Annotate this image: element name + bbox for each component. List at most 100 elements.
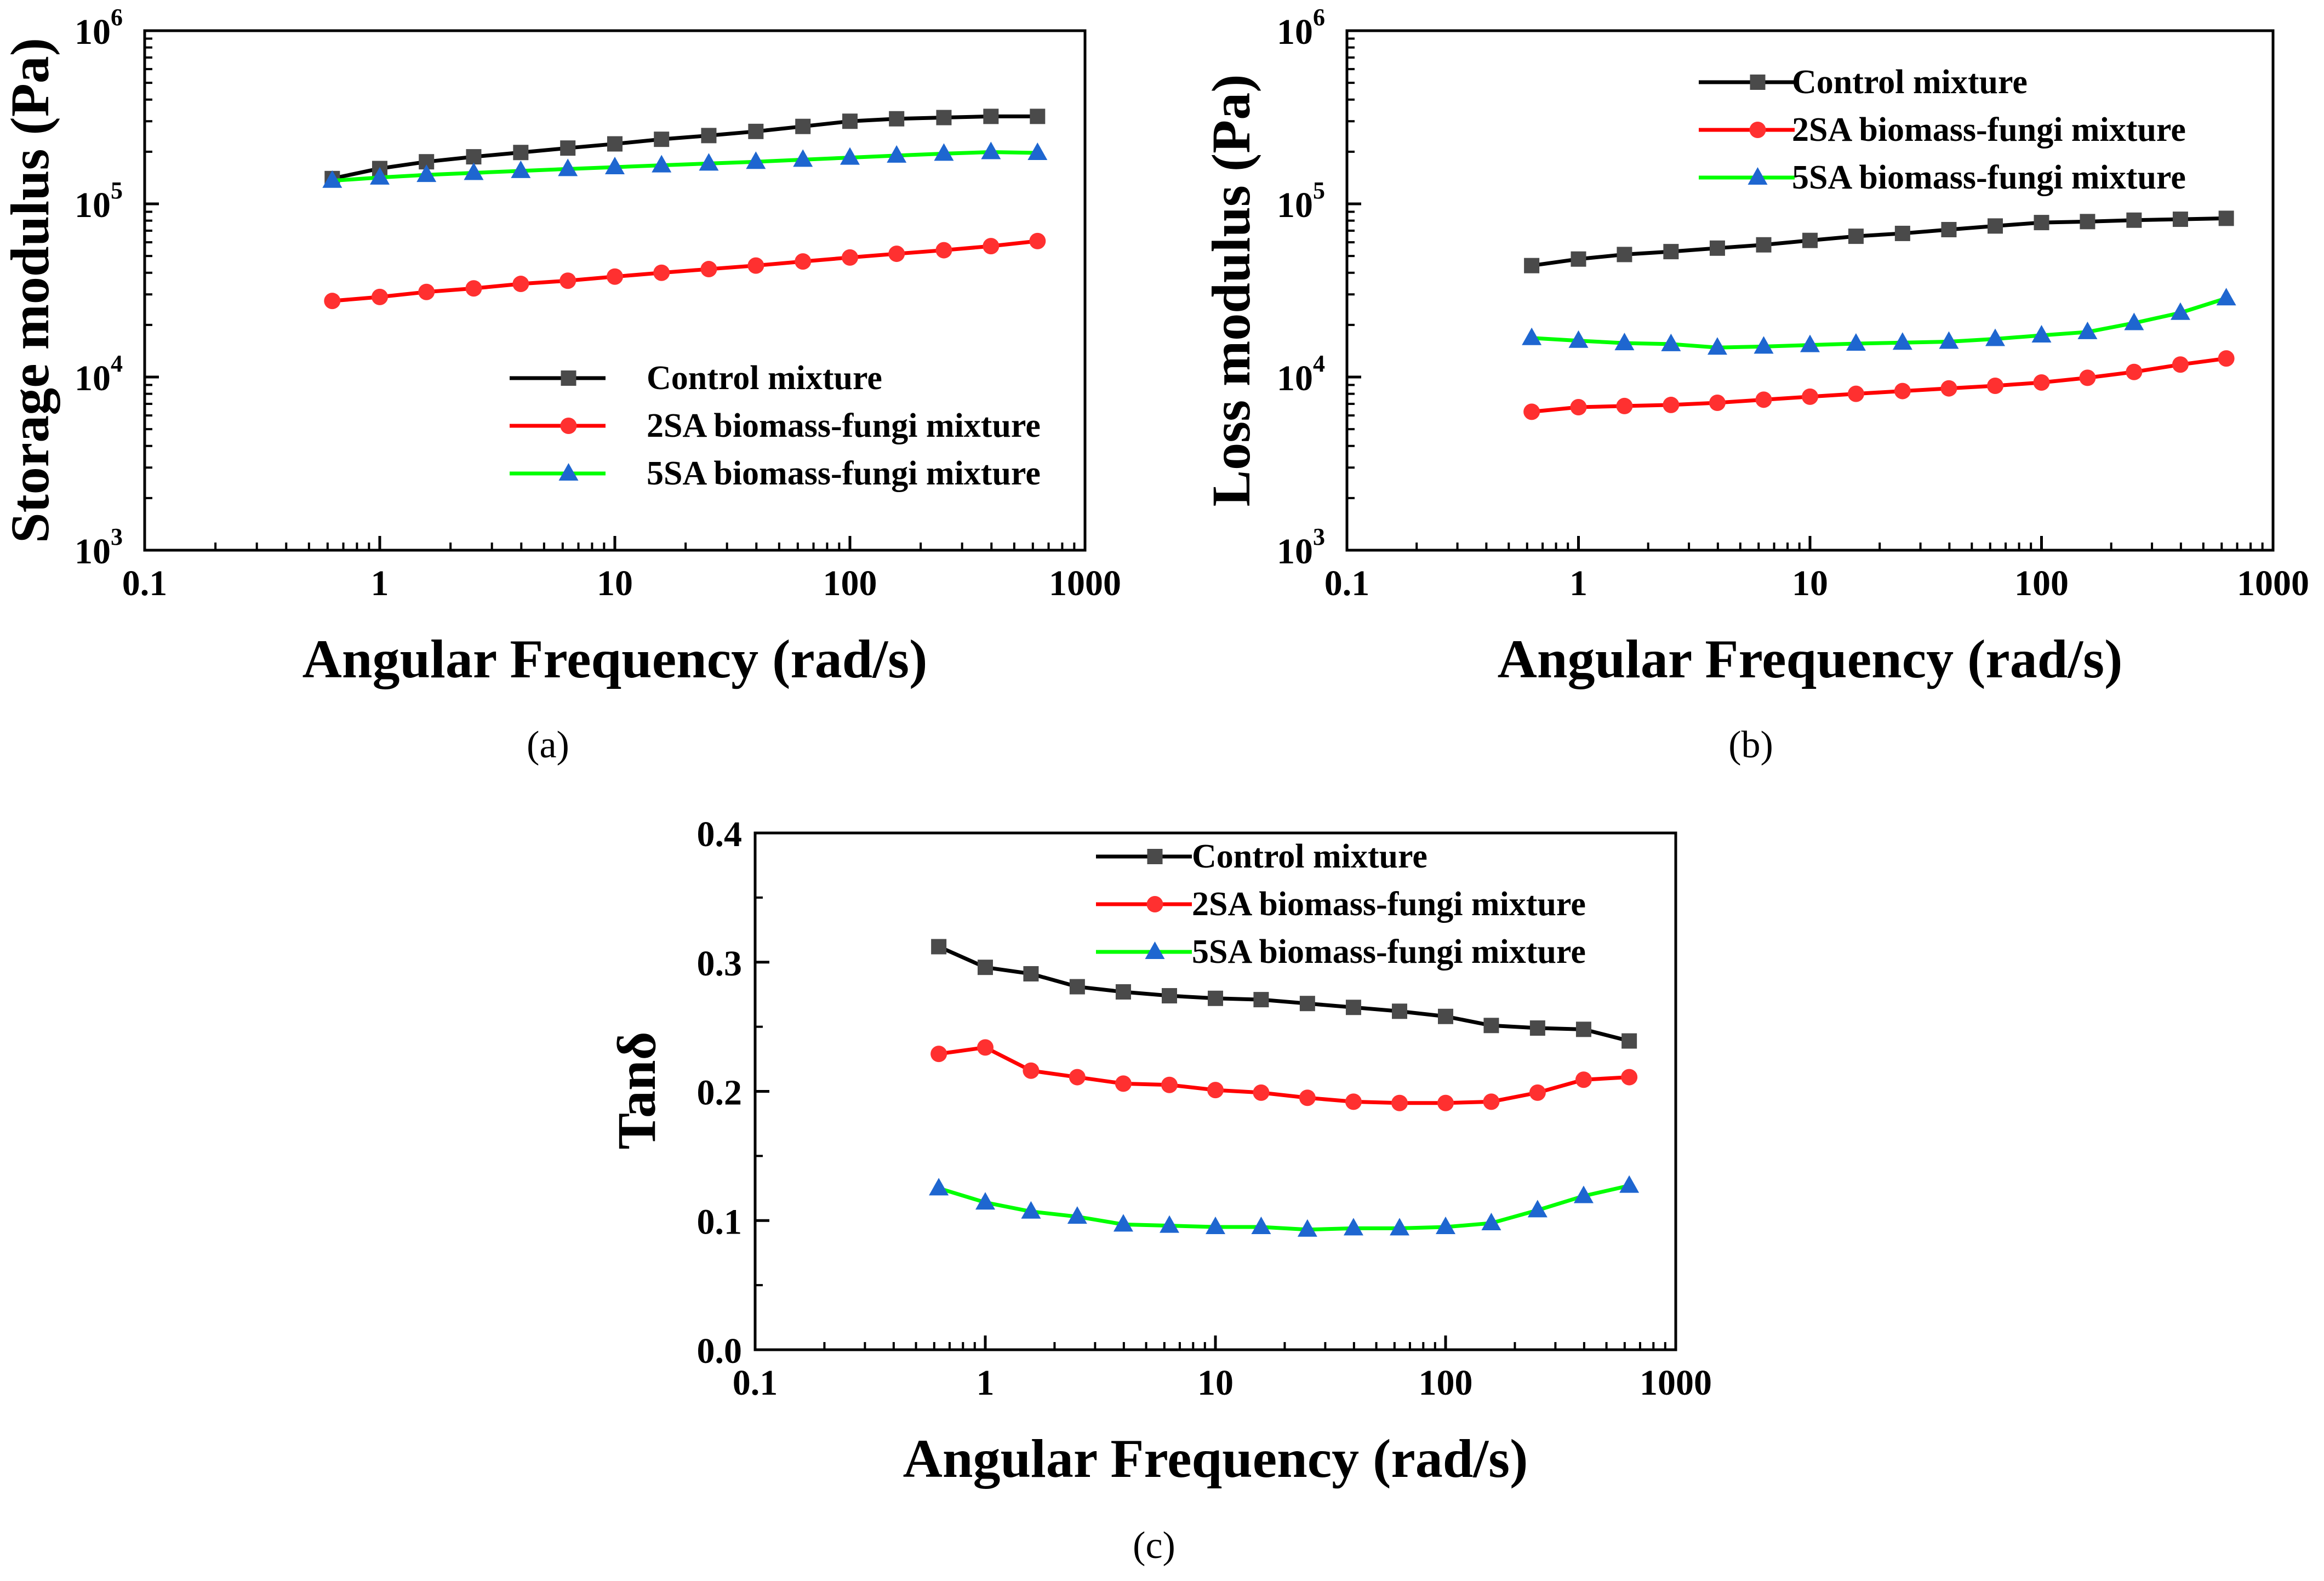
data-point	[1161, 1076, 1178, 1093]
series-line	[938, 1184, 1630, 1232]
legend-marker	[1147, 849, 1163, 864]
data-point	[513, 145, 529, 161]
data-point	[795, 253, 812, 270]
y-tick-label: 0.3	[697, 944, 743, 984]
y-tick-label: 105	[1277, 177, 1325, 225]
data-point	[512, 276, 529, 293]
data-point	[2031, 324, 2052, 343]
data-point	[1575, 1071, 1592, 1088]
data-point	[1481, 1212, 1501, 1230]
data-point	[1621, 1069, 1638, 1086]
data-point	[981, 141, 1001, 159]
legend-label: 2SA biomass-fungi mixture	[1792, 111, 2186, 149]
data-point	[654, 132, 670, 147]
legend-label: Control mixture	[1192, 838, 1427, 875]
legend-label: 5SA biomass-fungi mixture	[647, 455, 1041, 492]
x-tick-label: 10	[1197, 1363, 1234, 1403]
data-point	[887, 145, 907, 163]
x-tick-label: 10	[597, 563, 633, 603]
data-point	[1162, 988, 1178, 1004]
x-axis-label: Angular Frequency (rad/s)	[302, 629, 928, 689]
y-tick-label: 103	[75, 523, 123, 572]
data-point	[1067, 1206, 1087, 1224]
legend-marker	[1145, 941, 1165, 959]
data-point	[2079, 369, 2096, 386]
data-point	[1069, 1069, 1086, 1086]
data-point	[1987, 377, 2004, 394]
data-point	[983, 109, 999, 124]
y-tick-label: 104	[75, 350, 123, 398]
y-tick-label: 105	[75, 177, 123, 225]
data-point	[795, 118, 811, 134]
chart-b: 0.1 1 10 100 1000 103 104 105 106 Angular Frequen…	[1201, 4, 2309, 689]
y-tick-label: 103	[1277, 523, 1325, 572]
data-point	[930, 1046, 947, 1063]
data-point	[1253, 992, 1269, 1008]
y-tick-label: 106	[1277, 4, 1325, 52]
data-point	[1756, 237, 1772, 253]
data-point	[1800, 334, 1820, 352]
data-point	[2033, 374, 2050, 391]
data-point	[842, 113, 858, 129]
chart-a: 0.1 1 10 100 1000 103 104 105 106 Angular Frequen…	[0, 4, 1121, 689]
data-point	[746, 151, 766, 169]
data-point	[1483, 1018, 1499, 1034]
x-tick-label: 1000	[2237, 563, 2309, 603]
data-point	[983, 238, 1000, 255]
x-tick-label: 1	[371, 563, 389, 603]
data-point	[1023, 966, 1039, 981]
data-point	[1894, 383, 1911, 399]
data-point	[1253, 1084, 1270, 1101]
series-line	[1531, 296, 2227, 350]
data-point	[370, 167, 390, 185]
data-point	[1251, 1217, 1271, 1235]
data-point	[1522, 327, 1542, 345]
data-point	[372, 288, 388, 305]
data-point	[700, 261, 717, 278]
data-point	[1438, 1008, 1453, 1024]
x-axis-label: Angular Frequency (rad/s)	[903, 1428, 1528, 1489]
data-point	[1524, 258, 1540, 273]
data-point	[559, 272, 576, 289]
x-tick-label: 100	[823, 563, 877, 603]
data-point	[1570, 398, 1587, 415]
data-point	[1113, 1214, 1133, 1232]
series-line	[1531, 216, 2226, 268]
data-point	[1206, 1217, 1225, 1235]
series-line	[332, 114, 1038, 181]
data-point	[1754, 336, 1774, 354]
legend-marker	[1749, 122, 1766, 138]
data-point	[1343, 1218, 1363, 1236]
data-point	[1029, 232, 1046, 249]
data-point	[1208, 990, 1223, 1006]
data-point	[701, 128, 717, 144]
data-point	[1802, 232, 1818, 248]
data-point	[2216, 288, 2236, 306]
legend-label: 5SA biomass-fungi mixture	[1792, 159, 2186, 196]
data-point	[1115, 984, 1131, 1000]
y-tick-label: 0.4	[697, 814, 743, 854]
data-point	[558, 158, 578, 176]
data-point	[1846, 333, 1866, 351]
data-point	[1345, 1000, 1361, 1015]
data-point	[1299, 1089, 1316, 1106]
data-point	[1847, 385, 1864, 402]
x-tick-label: 1	[977, 1363, 995, 1403]
data-point	[607, 136, 623, 152]
data-point	[2077, 321, 2098, 339]
data-point	[1617, 247, 1632, 262]
data-point	[977, 1039, 993, 1056]
data-point	[747, 257, 764, 274]
data-point	[1707, 337, 1727, 355]
data-point	[464, 162, 484, 180]
x-axis-label: Angular Frequency (rad/s)	[1498, 629, 2123, 689]
caption-b: (b)	[1728, 724, 1773, 766]
data-point	[1390, 1218, 1410, 1236]
x-tick-label: 1	[1569, 563, 1588, 603]
data-point	[931, 939, 947, 955]
data-point	[1207, 1082, 1224, 1099]
data-point	[1115, 1075, 1132, 1092]
data-point	[1894, 225, 1910, 241]
data-point	[1021, 1201, 1041, 1219]
